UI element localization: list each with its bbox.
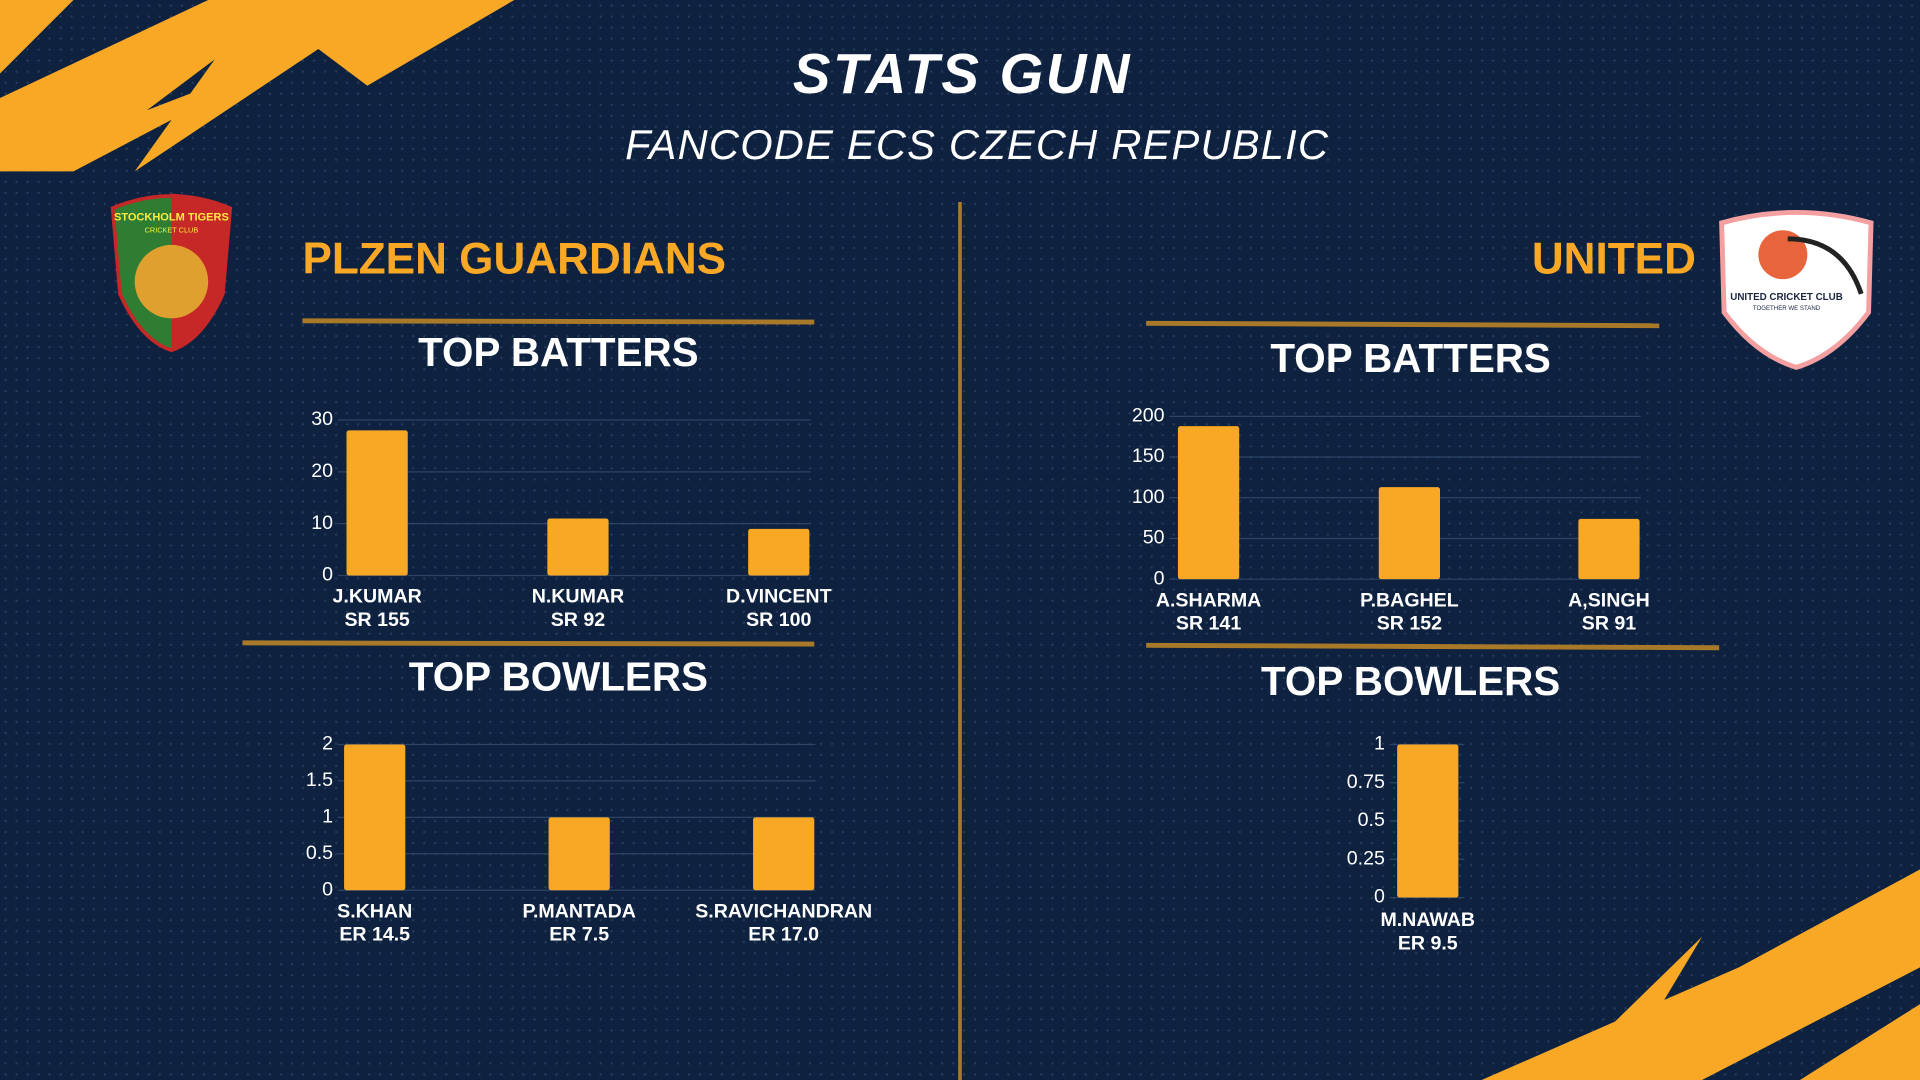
- category-note: SR 100: [746, 609, 811, 631]
- subtitle: FANCODE ECS CZECH REPUBLIC: [625, 121, 1329, 168]
- team-name: UNITED: [1532, 235, 1696, 284]
- category-note: ER 7.5: [549, 924, 609, 946]
- team-name: PLZEN GUARDIANS: [302, 235, 726, 284]
- section-title: TOP BATTERS: [1270, 335, 1551, 381]
- bar: [1578, 518, 1640, 580]
- bar: [1177, 426, 1240, 580]
- title: STATS GUN: [793, 42, 1132, 105]
- bar: [1378, 487, 1440, 580]
- y-tick-label: 0.5: [306, 842, 333, 864]
- bar: [753, 817, 815, 891]
- category-note: ER 17.0: [748, 924, 819, 946]
- y-tick-label: 10: [311, 512, 333, 534]
- section-title: TOP BOWLERS: [1261, 658, 1560, 704]
- y-tick-label: 0.75: [1347, 771, 1385, 793]
- x-tick-label: J.KUMAR: [333, 586, 422, 608]
- x-tick-label: S.KHAN: [337, 900, 412, 922]
- logo-text: UNITED CRICKET CLUB: [1730, 292, 1842, 303]
- category-note: SR 92: [551, 609, 606, 631]
- y-tick-label: 1: [1374, 733, 1385, 755]
- logo-text: STOCKHOLM TIGERS: [114, 211, 229, 223]
- y-tick-label: 50: [1143, 527, 1165, 549]
- x-tick-label: S.RAVICHANDRAN: [695, 900, 872, 922]
- logo-left: STOCKHOLM TIGERS CRICKET CLUB: [110, 193, 233, 353]
- logo-text: TOGETHER WE STAND: [1753, 305, 1821, 312]
- bar: [548, 817, 610, 891]
- y-tick-label: 1: [322, 806, 333, 828]
- bar: [1397, 744, 1459, 898]
- category-note: ER 14.5: [339, 924, 410, 946]
- section-title: TOP BATTERS: [418, 329, 699, 375]
- category-note: SR 152: [1377, 613, 1442, 635]
- y-tick-label: 0.25: [1347, 847, 1385, 869]
- y-tick-label: 0: [1154, 567, 1165, 589]
- x-tick-label: D.VINCENT: [726, 586, 832, 608]
- x-tick-label: A,SINGH: [1568, 589, 1650, 611]
- y-tick-label: 0.5: [1358, 809, 1385, 831]
- bar: [748, 528, 810, 576]
- logo-right: UNITED CRICKET CLUB TOGETHER WE STAND: [1719, 210, 1874, 370]
- y-tick-label: 2: [322, 733, 333, 755]
- y-tick-label: 30: [311, 408, 333, 430]
- separators: [242, 318, 1720, 651]
- category-note: ER 9.5: [1398, 932, 1458, 954]
- y-tick-label: 0: [322, 878, 333, 900]
- y-tick-label: 1.5: [306, 769, 333, 791]
- y-tick-label: 0: [322, 564, 333, 586]
- y-tick-label: 200: [1132, 404, 1165, 426]
- y-tick-label: 150: [1132, 445, 1165, 467]
- bar: [344, 744, 406, 891]
- bar: [547, 518, 609, 576]
- section-title: TOP BOWLERS: [409, 653, 708, 699]
- y-tick-label: 20: [311, 460, 333, 482]
- x-tick-label: M.NAWAB: [1380, 909, 1475, 931]
- y-tick-label: 0: [1374, 886, 1385, 908]
- y-tick-label: 100: [1132, 486, 1165, 508]
- bar: [346, 430, 408, 576]
- logo-text: CRICKET CLUB: [145, 226, 199, 235]
- x-tick-label: N.KUMAR: [532, 586, 624, 608]
- x-tick-label: P.MANTADA: [522, 900, 635, 922]
- x-tick-label: P.BAGHEL: [1360, 589, 1459, 611]
- x-tick-label: A.SHARMA: [1156, 589, 1262, 611]
- category-note: SR 141: [1176, 613, 1241, 635]
- category-note: SR 91: [1582, 613, 1637, 635]
- category-note: SR 155: [344, 609, 409, 631]
